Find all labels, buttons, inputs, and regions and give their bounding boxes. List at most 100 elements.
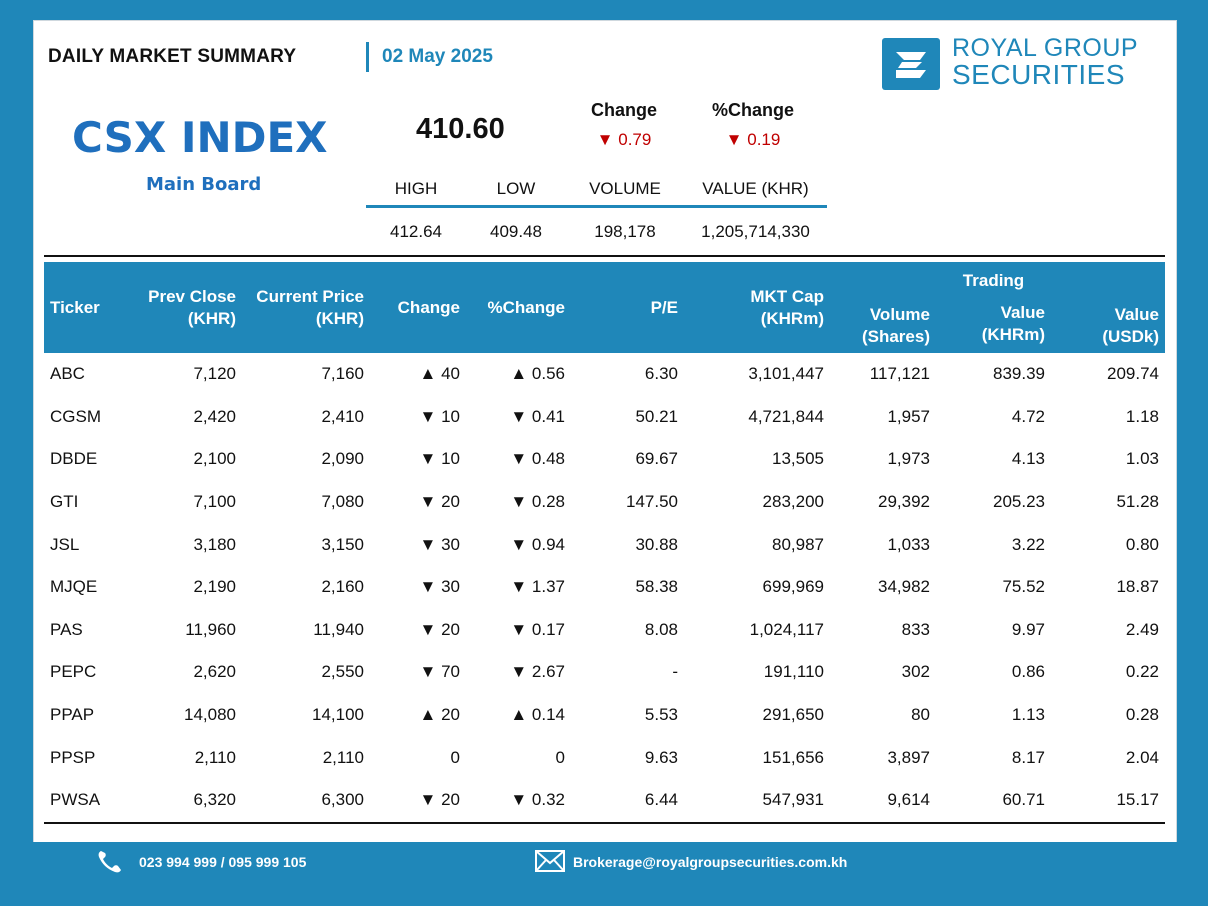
phone-icon <box>95 848 125 881</box>
cell-ticker: PWSA <box>50 790 101 810</box>
table-row: PWSA 6,320 6,300 ▼ 20 ▼ 0.32 6.44 547,931 9,614… <box>44 779 1165 822</box>
cell-ticker: CGSM <box>50 406 101 426</box>
col-volume: Volume (Shares) <box>861 304 930 346</box>
stats-divider <box>366 205 827 208</box>
cell-value-usd: 1.03 <box>1125 449 1159 469</box>
cell-ticker: PEPC <box>50 662 97 682</box>
cell-pct-change: ▼ 0.94 <box>510 534 565 554</box>
report-date: 02 May 2025 <box>382 46 493 67</box>
table-top-rule <box>44 255 1165 257</box>
stats-high: 412.64 <box>390 222 442 241</box>
cell-pe: 8.08 <box>644 619 678 639</box>
cell-pe: 5.53 <box>644 705 678 725</box>
down-arrow-icon: ▼ <box>419 492 442 512</box>
summary-card <box>33 20 1177 884</box>
cell-mkt-cap: 547,931 <box>762 790 824 810</box>
up-arrow-icon: ▲ <box>510 705 532 725</box>
cell-change: ▼ 30 <box>419 534 460 554</box>
col-prev-close: Prev Close (KHR) <box>148 286 236 328</box>
cell-prev-close: 2,100 <box>193 449 236 469</box>
cell-pe: 30.88 <box>635 534 678 554</box>
brand-name-line2: SECURITIES <box>952 59 1126 90</box>
cell-volume: 833 <box>901 619 930 639</box>
cell-value-usd: 18.87 <box>1116 577 1159 597</box>
cell-change: ▼ 20 <box>419 619 460 639</box>
down-arrow-icon: ▼ <box>419 790 442 810</box>
cell-value-khr: 75.52 <box>1002 577 1045 597</box>
cell-ticker: PAS <box>50 619 83 639</box>
cell-current-price: 3,150 <box>321 534 364 554</box>
cell-pct-change: ▼ 2.67 <box>510 662 565 682</box>
cell-value-khr: 205.23 <box>993 492 1045 512</box>
cell-current-price: 7,160 <box>321 364 364 384</box>
cell-change: 0 <box>450 747 460 767</box>
cell-prev-close: 14,080 <box>184 705 236 725</box>
index-value: 410.60 <box>416 113 505 145</box>
index-pct-change-label: %Change <box>711 100 794 120</box>
trading-group-header: Trading <box>962 270 1025 290</box>
cell-value-usd: 15.17 <box>1116 790 1159 810</box>
cell-value-khr: 3.22 <box>1011 534 1045 554</box>
cell-current-price: 2,090 <box>321 449 364 469</box>
down-arrow-icon: ▼ <box>510 619 532 639</box>
cell-change: ▼ 20 <box>419 492 460 512</box>
brand-name: ROYAL GROUP SECURITIES <box>952 36 1138 89</box>
cell-mkt-cap: 4,721,844 <box>748 406 824 426</box>
cell-pct-change: ▼ 1.37 <box>510 577 565 597</box>
stats-value: 1,205,714,330 <box>701 222 810 241</box>
cell-change: ▼ 70 <box>419 662 460 682</box>
cell-prev-close: 2,420 <box>193 406 236 426</box>
cell-mkt-cap: 699,969 <box>762 577 824 597</box>
cell-ticker: MJQE <box>50 577 98 597</box>
cell-mkt-cap: 291,650 <box>762 705 824 725</box>
stats-header-volume: VOLUME <box>589 179 661 198</box>
cell-change: ▼ 10 <box>419 449 460 469</box>
cell-volume: 29,392 <box>878 492 930 512</box>
index-change-value: ▼ 0.79 <box>596 130 652 149</box>
cell-value-khr: 8.17 <box>1011 747 1045 767</box>
cell-volume: 1,033 <box>887 534 930 554</box>
cell-change: ▲ 40 <box>419 364 460 384</box>
cell-volume: 1,957 <box>887 406 930 426</box>
footer: 023 994 999 / 095 999 105 Brokerage@roya… <box>33 842 1177 884</box>
down-arrow-icon: ▼ <box>419 534 442 554</box>
table-row: MJQE 2,190 2,160 ▼ 30 ▼ 1.37 58.38 699,969 34,9… <box>44 566 1165 609</box>
cell-mkt-cap: 283,200 <box>762 492 824 512</box>
cell-value-usd: 0.80 <box>1125 534 1159 554</box>
cell-ticker: GTI <box>50 492 79 512</box>
stats-header-high: HIGH <box>394 179 438 198</box>
col-ticker: Ticker <box>50 297 100 317</box>
table-row: PPAP 14,080 14,100 ▲ 20 ▲ 0.14 5.53 291,650 80 1… <box>44 694 1165 737</box>
stats-low: 409.48 <box>490 222 542 241</box>
col-trading-value-khr: Trading Value (KHRm) <box>936 262 1051 353</box>
cell-value-usd: 2.49 <box>1125 619 1159 639</box>
cell-volume: 3,897 <box>887 747 930 767</box>
cell-pct-change: ▼ 0.28 <box>510 492 565 512</box>
mail-icon <box>534 848 566 879</box>
cell-volume: 302 <box>901 662 930 682</box>
stats-header-value: VALUE (KHR) <box>702 179 809 198</box>
down-arrow-icon: ▼ <box>725 130 743 149</box>
cell-pct-change: ▼ 0.48 <box>510 449 565 469</box>
cell-pct-change: ▼ 0.32 <box>510 790 565 810</box>
index-pct-change: %Change ▼ 0.19 <box>706 100 800 150</box>
cell-prev-close: 2,110 <box>194 747 236 767</box>
down-arrow-icon: ▼ <box>510 577 532 597</box>
footer-phone: 023 994 999 / 095 999 105 <box>139 854 307 870</box>
down-arrow-icon: ▼ <box>510 662 532 682</box>
cell-change: ▼ 10 <box>419 406 460 426</box>
cell-mkt-cap: 3,101,447 <box>748 364 824 384</box>
index-name: CSX INDEX <box>72 113 328 162</box>
table-row: DBDE 2,100 2,090 ▼ 10 ▼ 0.48 69.67 13,505 1,973… <box>44 438 1165 481</box>
down-arrow-icon: ▼ <box>419 619 442 639</box>
cell-current-price: 7,080 <box>321 492 364 512</box>
table-row: PPSP 2,110 2,110 0 0 9.63 151,656 3,897 8.17 2.04 <box>44 736 1165 779</box>
stats-value-row: 412.64 409.48 198,178 1,205,714,330 <box>366 208 827 242</box>
cell-volume: 80 <box>911 705 930 725</box>
col-mkt-cap: MKT Cap (KHRm) <box>750 286 824 328</box>
cell-current-price: 2,550 <box>321 662 364 682</box>
stats-header-low: LOW <box>496 179 536 198</box>
down-arrow-icon: ▼ <box>419 406 442 426</box>
cell-current-price: 14,100 <box>312 705 364 725</box>
cell-value-usd: 0.22 <box>1125 662 1159 682</box>
